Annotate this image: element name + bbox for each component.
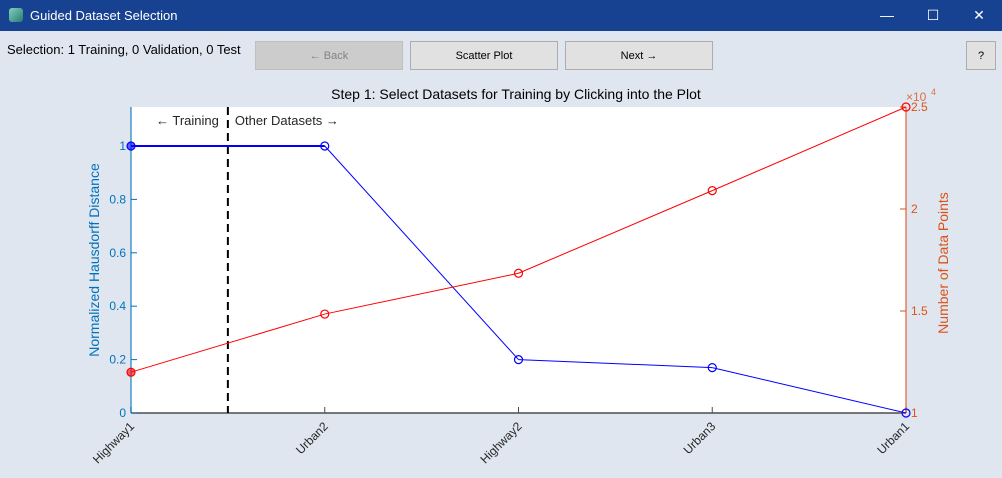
data-point-left	[707, 363, 717, 373]
data-point-right	[320, 309, 330, 319]
right-axis-exponent: ×10	[906, 90, 927, 104]
data-point-left	[901, 408, 911, 418]
left-y-tick-label: 0	[119, 406, 126, 420]
right-axis-exponent-power: 4	[931, 87, 936, 97]
left-y-tick-label: 0.6	[109, 246, 126, 260]
right-y-tick-label: 2	[911, 202, 918, 216]
right-y-axis-label: Number of Data Points	[935, 192, 951, 334]
other-datasets-label: Other Datasets →	[235, 113, 339, 128]
left-y-tick-label: 0.8	[109, 192, 126, 206]
scatter-plot-button[interactable]: Scatter Plot	[410, 41, 558, 70]
x-tick-label: Highway2	[477, 419, 524, 466]
left-y-tick-label: 0.4	[109, 299, 126, 313]
plot-area	[131, 107, 906, 413]
x-tick-label: Urban2	[293, 419, 331, 457]
back-button[interactable]: ← Back	[255, 41, 403, 70]
data-point-left	[513, 354, 524, 365]
right-y-tick-label: 1	[911, 406, 918, 420]
series-left-segment	[712, 367, 907, 414]
data-point-right	[901, 102, 911, 112]
right-y-tick-label: 2.5	[911, 100, 928, 114]
x-tick-label: Highway1	[90, 419, 137, 466]
x-tick-label: Urban3	[681, 419, 719, 457]
plot-title: Step 1: Select Datasets for Training by …	[331, 86, 701, 102]
left-y-tick-label: 0.2	[109, 353, 126, 367]
data-point-right	[126, 367, 136, 377]
app-icon	[9, 8, 23, 22]
window-title: Guided Dataset Selection	[30, 8, 178, 23]
data-point-left	[320, 141, 330, 151]
title-bar: Guided Dataset Selection — ☐ ✕	[0, 0, 1002, 31]
series-right-segment	[712, 106, 907, 192]
series-right-segment	[324, 272, 519, 315]
data-point-right	[513, 268, 524, 278]
close-button[interactable]: ✕	[973, 7, 985, 23]
x-tick-label: Urban1	[874, 419, 912, 457]
series-left-segment	[518, 359, 713, 369]
left-y-tick-label: 1	[119, 139, 126, 153]
selection-status: Selection: 1 Training, 0 Validation, 0 T…	[7, 42, 241, 57]
series-right-segment	[518, 190, 713, 274]
training-label: ← Training	[156, 113, 219, 128]
left-y-axis-label: Normalized Hausdorff Distance	[86, 163, 102, 357]
maximize-button[interactable]: ☐	[926, 7, 940, 23]
next-button[interactable]: Next →	[565, 41, 713, 70]
series-left-segment	[324, 145, 519, 360]
data-point-left	[126, 141, 136, 151]
minimize-button[interactable]: —	[880, 7, 894, 23]
series-right-segment	[130, 313, 325, 373]
right-y-tick-label: 1.5	[911, 304, 928, 318]
help-button[interactable]: ?	[966, 41, 996, 70]
data-point-right	[707, 186, 717, 196]
